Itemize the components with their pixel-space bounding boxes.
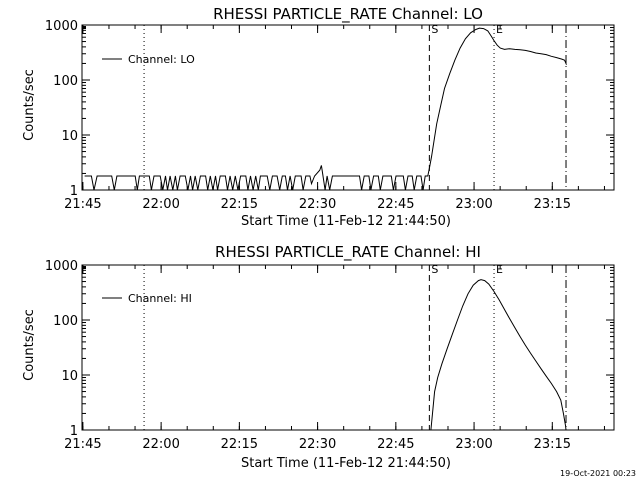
event-marker-label: S [431,263,438,276]
x-tick-label: 23:00 [455,197,492,212]
legend-label: Channel: HI [128,292,192,305]
y-tick-label: 1 [70,184,78,199]
x-tick-label: 23:15 [534,437,571,452]
chart-title: RHESSI PARTICLE_RATE Channel: LO [213,5,483,24]
legend: Channel: LO [102,53,195,66]
x-tick-label: 22:15 [221,197,258,212]
x-tick-label: 22:45 [377,197,414,212]
y-tick-label: 10 [61,129,78,144]
y-axis-label: Counts/sec [22,309,37,381]
series-group [84,27,567,191]
y-tick-label: 1000 [45,259,78,274]
plot-frame [81,24,615,191]
x-tick-label: 23:15 [534,197,571,212]
corner-mark [83,26,86,29]
event-marker-label: E [496,263,503,276]
legend-label: Channel: LO [128,53,195,66]
y-tick-label: 1 [70,424,78,439]
x-axis-label: Start Time (11-Feb-12 21:44:50) [241,214,451,229]
plot-frame [81,264,615,431]
axes: 1 10 100 1000 21:45 22:00 22:15 22:30 22:45 23:00… [45,19,615,212]
footer-timestamp: 19-Oct-2021 00:23 [560,469,636,478]
x-tick-label: 21:45 [64,197,101,212]
x-tick-label: 22:30 [299,197,336,212]
x-tick-label: 23:00 [455,437,492,452]
series-group [430,279,567,431]
series-line [430,279,567,431]
event-marker-label: S [431,23,438,36]
lo-channel-panel: RHESSI PARTICLE_RATE Channel: LO Counts/… [22,5,615,229]
legend: Channel: HI [102,292,192,305]
x-tick-label: 22:00 [142,197,179,212]
x-tick-label: 22:30 [299,437,336,452]
y-tick-label: 100 [53,74,78,89]
x-axis-label: Start Time (11-Feb-12 21:44:50) [241,456,451,471]
y-tick-label: 10 [61,369,78,384]
y-tick-label: 1000 [45,19,78,34]
corner-mark [83,266,86,269]
x-tick-label: 22:15 [221,437,258,452]
chart-title: RHESSI PARTICLE_RATE Channel: HI [215,243,481,262]
axes: 1 10 100 1000 21:45 22:00 22:15 22:30 22:45 23:00… [45,259,615,452]
y-tick-label: 100 [53,314,78,329]
event-marker-label: E [496,23,503,36]
x-tick-label: 21:45 [64,437,101,452]
x-tick-label: 22:00 [142,437,179,452]
y-axis-label: Counts/sec [22,69,37,141]
series-line [84,27,567,191]
hi-channel-panel: RHESSI PARTICLE_RATE Channel: HI Counts/… [22,243,615,471]
x-tick-label: 22:45 [377,437,414,452]
